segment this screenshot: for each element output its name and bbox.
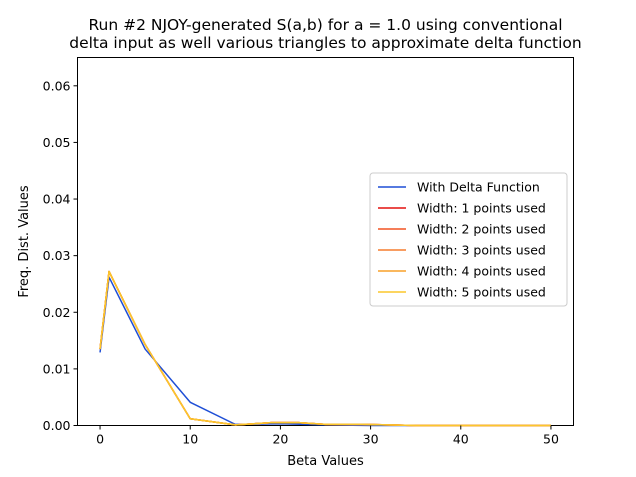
y-axis-label: Freq. Dist. Values (17, 185, 32, 298)
legend-entry-5: Width: 4 points used (417, 264, 546, 279)
chart-title-line-1: Run #2 NJOY-generated S(a,b) for a = 1.0… (88, 16, 562, 34)
x-tick-label: 0 (96, 432, 104, 447)
y-tick-label: 0.01 (43, 361, 71, 376)
y-tick-label: 0.04 (43, 192, 71, 207)
x-tick-label: 30 (363, 432, 379, 447)
x-tick-label: 40 (453, 432, 469, 447)
y-tick-label: 0.00 (43, 418, 71, 433)
legend-entry-1: With Delta Function (417, 180, 540, 195)
y-axis-ticks: 0.00 0.01 0.02 0.03 0.04 0.05 0.06 (43, 78, 78, 433)
y-tick-label: 0.05 (43, 135, 71, 150)
x-tick-label: 10 (182, 432, 198, 447)
series-line-6 (99, 270, 551, 427)
x-tick-label: 50 (543, 432, 559, 447)
legend-entry-6: Width: 5 points used (417, 285, 546, 300)
series-lines (99, 270, 551, 427)
x-tick-label: 20 (272, 432, 288, 447)
legend-entry-4: Width: 3 points used (417, 243, 546, 258)
legend-entry-3: Width: 2 points used (417, 222, 546, 237)
chart-title-line-2: delta input as well various triangles to… (69, 34, 581, 52)
x-axis-ticks: 0 10 20 30 40 50 (96, 425, 559, 447)
y-tick-label: 0.03 (43, 248, 71, 263)
legend-frame (369, 172, 568, 307)
y-tick-label: 0.06 (43, 78, 71, 93)
legend-entry-2: Width: 1 points used (417, 201, 546, 216)
legend: With Delta Function Width: 1 points used W… (369, 172, 568, 307)
y-tick-label: 0.02 (43, 305, 71, 320)
chart-title: Run #2 NJOY-generated S(a,b) for a = 1.0… (69, 16, 581, 52)
x-axis-label: Beta Values (287, 454, 364, 469)
